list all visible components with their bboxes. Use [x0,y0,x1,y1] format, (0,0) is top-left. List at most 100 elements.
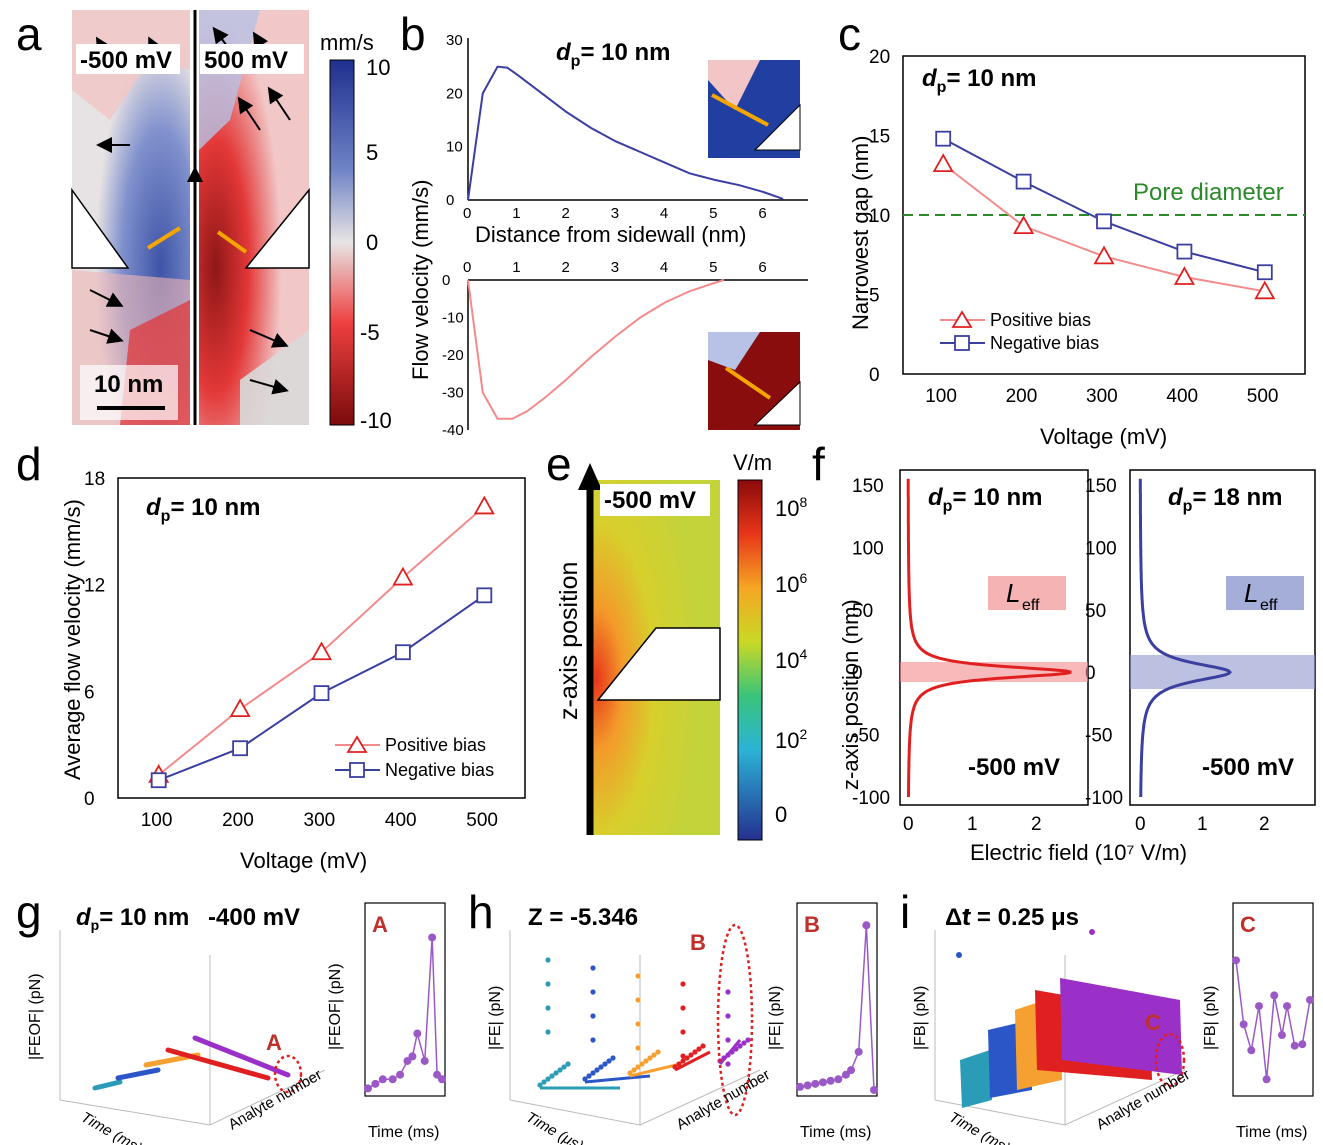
inset-point [1239,1020,1248,1029]
panel-d-letter: d [16,438,42,490]
inset-point [826,1076,835,1085]
scatter-point [635,997,641,1003]
data-point [473,495,495,515]
trace [629,1062,681,1078]
scatter-point [741,1040,747,1046]
panel-d: d 100 200 300 400 500 0 6 12 18 dp= 10 nm Positi… [16,438,526,873]
scatter-point [545,981,551,987]
inset-point [811,1079,820,1088]
inset-point [428,933,437,942]
cb-a-tick: -10 [360,408,392,433]
data-point [1256,264,1273,281]
d-ylabel: Average flow velocity (mm/s) [60,499,85,780]
data-point [1173,266,1195,285]
panel-c-letter: c [838,8,861,60]
trace [584,1074,651,1084]
scatter-point [590,965,596,971]
data-point [1015,173,1032,190]
panel-d-title: = 10 nm [170,494,260,521]
f-right-curve [1138,478,1232,797]
scatter-point [737,1043,743,1049]
f-xtick: 0 [1135,814,1146,835]
c-ylabel: Narrowest gap (nm) [848,136,873,330]
f-xtick: 1 [967,814,978,835]
inset-point [420,1056,429,1065]
b-bottom-curve [467,279,725,420]
b-xtick: 6 [758,259,766,276]
scatter-point [582,1076,588,1082]
c-legend-neg: Negative bias [990,333,1099,353]
b-xlabel: Distance from sidewall (nm) [475,222,746,247]
panel-g: g dp= 10 nm -400 mV A |FEOF| (pN) Time (… [16,886,446,1145]
f-ytick: -50 [852,726,879,747]
scatter-point [725,1037,731,1043]
pore-diameter-label: Pore diameter [1133,179,1284,206]
xtick: 300 [1086,386,1118,407]
label-neg-500: -500 mV [80,47,172,74]
f-ytick: 50 [1085,601,1106,622]
b-ytick: -20 [442,347,464,364]
svg-text:dp= 10 nm: dp= 10 nm [76,904,189,933]
inset-point [1270,991,1279,1000]
panel-h: h Z = -5.346 B |FE| (pN) Time (μs) Analy… [468,886,878,1145]
g-inset-ylabel: |FEOF| (pN) [327,963,344,1050]
scatter-point [643,1058,649,1064]
inset-point [818,1078,827,1087]
f-xtick: 1 [1197,814,1208,835]
f-leff-right-sub: eff [1260,597,1278,614]
g-inset [364,902,446,1097]
scatter-point [635,1045,641,1051]
scatter-point [545,1076,551,1082]
b-top-curve [467,65,784,201]
b-ytick: 0 [446,192,454,209]
inset-point [854,1047,863,1056]
c-xlabel: Voltage (mV) [1040,424,1167,449]
panel-c-title: = 10 nm [946,65,1036,92]
svg-text:dp= 10 nm: dp= 10 nm [928,484,1043,515]
panel-g-title: = 10 nm [99,904,189,931]
svg-text:0: 0 [775,802,787,827]
inset-point [371,1079,380,1088]
svg-text:dp= 10 nm: dp= 10 nm [556,39,671,70]
svg-text:108: 108 [775,494,807,521]
scatter-point [651,1052,657,1058]
scatter-point [635,1064,641,1070]
ytick: 15 [869,127,890,148]
f-leff-right: L [1244,578,1258,608]
b-ytick: -10 [442,310,464,327]
svg-text:104: 104 [775,646,807,673]
h-inset-xlabel: Time (ms) [800,1124,871,1141]
inset-point [1298,1040,1307,1049]
inset-point [1232,956,1240,965]
f-xtick: 0 [903,814,914,835]
ytick: 5 [869,286,880,307]
scatter-point [586,1073,592,1079]
f-right-bias: -500 mV [1202,754,1294,781]
scatter-point [553,1070,559,1076]
data-point [394,644,411,661]
inset-point [1254,1002,1263,1011]
data-point [1013,215,1035,235]
marker-c: C [1145,1010,1161,1035]
inset-point [796,1082,804,1091]
label-pos-500: 500 mV [204,47,288,74]
b-ylabel: Flow velocity (mm/s) [408,180,433,380]
inset-point [803,1081,812,1090]
panel-h-title: Z = -5.346 [528,904,638,931]
data-point [1093,245,1115,265]
panel-h-letter: h [468,886,494,938]
inset-point [1262,1075,1271,1084]
scatter-point [725,1061,731,1067]
xtick: 200 [222,810,254,831]
ytick: 6 [84,682,95,703]
f-ytick: -100 [1085,788,1123,809]
svg-text:106: 106 [775,570,807,597]
scatter-point [545,1005,551,1011]
inset-point [396,1070,405,1079]
cb-a-tick: 0 [366,230,378,255]
xtick: 300 [304,810,336,831]
scatter-point [594,1067,600,1073]
cb-a-tick: -5 [360,320,380,345]
ytick: 0 [84,789,95,810]
panel-i-title: t = 0.25 μs [962,904,1079,931]
